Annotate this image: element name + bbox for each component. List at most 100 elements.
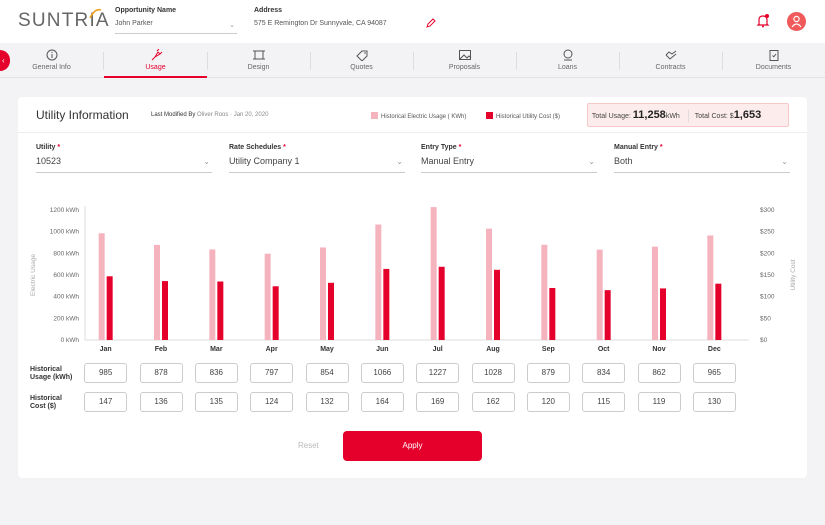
usage-input-mar[interactable]: 836 <box>194 363 238 383</box>
usage-input-sep[interactable]: 879 <box>526 363 570 383</box>
totals-divider <box>687 110 689 123</box>
tab-divider <box>103 52 104 70</box>
tab-contracts[interactable]: Contracts <box>619 46 722 78</box>
top-header: SUNTRIA Opportunity Name John Parker ⌄ A… <box>0 0 825 43</box>
cost-input-may[interactable]: 132 <box>305 392 349 412</box>
manual-entry-label: Manual Entry <box>614 144 658 151</box>
entry-type-select[interactable]: Entry Type * Manual Entry ⌄ <box>421 144 597 173</box>
logo-text: SUNTRIA <box>18 10 110 31</box>
y2-tick-label: $50 <box>760 315 771 322</box>
tab-design[interactable]: Design <box>207 46 310 78</box>
cost-input-jan[interactable]: 147 <box>84 392 128 412</box>
tab-label: Loans <box>557 64 578 71</box>
clipboard-icon <box>769 50 778 61</box>
required-marker: * <box>57 144 61 151</box>
opportunity-name-value: John Parker <box>115 20 153 27</box>
x-tick-label: Jun <box>376 346 388 353</box>
usage-bar <box>596 249 603 340</box>
apply-button[interactable]: Apply <box>343 431 482 461</box>
tab-usage[interactable]: Usage <box>104 46 207 78</box>
cost-bar <box>438 266 445 340</box>
y-tick-label: 0 kWh <box>61 337 80 344</box>
y2-tick-label: $250 <box>760 229 775 236</box>
usage-input-jan[interactable]: 985 <box>84 363 128 383</box>
cost-input-mar[interactable]: 135 <box>194 392 238 412</box>
section-nav: General Info Usage Design Quotes Proposa… <box>0 43 825 78</box>
usage-input-nov[interactable]: 862 <box>637 363 681 383</box>
bell-icon[interactable] <box>756 13 770 28</box>
usage-cost-chart: 0 kWh 200 kWh 400 kWh 600 kWh 800 kWh 1000 kW… <box>30 206 797 353</box>
cost-input-nov[interactable]: 119 <box>637 392 681 412</box>
cost-bar <box>162 281 168 340</box>
cost-bar <box>494 269 500 340</box>
cost-input-apr[interactable]: 124 <box>250 392 294 412</box>
usage-row-label: Historical Usage (kWh) <box>30 366 72 382</box>
usage-input-jun[interactable]: 1066 <box>360 363 404 383</box>
y-tick-label: 600 kWh <box>53 272 79 279</box>
tab-loans[interactable]: Loans <box>516 46 619 78</box>
usage-bar <box>98 233 105 340</box>
y-axis-title: Electric Usage <box>30 254 37 296</box>
x-tick-label: Feb <box>155 346 167 353</box>
tab-proposals[interactable]: Proposals <box>413 46 516 78</box>
usage-bar <box>430 207 437 340</box>
info-icon <box>46 49 57 61</box>
user-avatar[interactable] <box>787 12 806 31</box>
legend-swatch <box>371 112 378 119</box>
required-marker: * <box>659 144 663 151</box>
opportunity-name-select[interactable]: Opportunity Name John Parker ⌄ <box>115 7 237 34</box>
x-tick-label: Jul <box>433 346 443 353</box>
y2-tick-label: $0 <box>760 337 768 344</box>
usage-input-apr[interactable]: 797 <box>250 363 294 383</box>
cost-input-jul[interactable]: 169 <box>416 392 460 412</box>
x-tick-label: Dec <box>708 346 721 353</box>
y2-axis-title: Utility Cost <box>790 259 797 290</box>
rate-schedules-select[interactable]: Rate Schedules * Utility Company 1 ⌄ <box>229 144 405 173</box>
usage-input-aug[interactable]: 1028 <box>471 363 515 383</box>
utility-label: Utility <box>36 144 56 151</box>
usage-bar <box>541 244 548 340</box>
utility-value: 10523 <box>36 156 62 166</box>
usage-bar <box>209 249 216 340</box>
usage-input-feb[interactable]: 878 <box>139 363 183 383</box>
required-marker: * <box>283 144 286 151</box>
image-icon <box>458 50 471 60</box>
legend-swatch <box>486 112 493 119</box>
edit-pencil-icon[interactable] <box>426 18 436 28</box>
legend-usage-label: Historical Electric Usage ( KWh) <box>381 114 467 120</box>
cost-input-oct[interactable]: 115 <box>582 392 626 412</box>
usage-input-dec[interactable]: 965 <box>692 363 736 383</box>
last-modified-value: Oliver Roos · Jan 20, 2020 <box>197 112 269 118</box>
manual-entry-select[interactable]: Manual Entry * Both ⌄ <box>614 144 790 173</box>
reset-button[interactable]: Reset <box>298 441 319 450</box>
cost-bar <box>217 281 224 340</box>
usage-input-oct[interactable]: 834 <box>582 363 626 383</box>
design-icon <box>252 50 265 60</box>
cost-bar <box>272 286 279 340</box>
cost-input-sep[interactable]: 120 <box>526 392 570 412</box>
tab-label: Documents <box>755 64 792 71</box>
loan-icon <box>563 49 572 61</box>
rate-schedules-label: Rate Schedules <box>229 144 282 151</box>
cost-input-aug[interactable]: 162 <box>471 392 515 412</box>
tab-quotes[interactable]: Quotes <box>310 46 413 78</box>
cost-input-dec[interactable]: 130 <box>692 392 736 412</box>
chevron-down-icon: ⌄ <box>229 22 235 29</box>
cost-input-jun[interactable]: 164 <box>360 392 404 412</box>
tab-divider <box>207 52 208 70</box>
collapse-sidebar-button[interactable]: ‹ <box>0 50 10 71</box>
legend-cost: Historical Utility Cost ($) <box>486 112 560 120</box>
suntria-logo[interactable]: SUNTRIA <box>18 8 110 32</box>
utility-select[interactable]: Utility * 10523 ⌄ <box>36 144 212 173</box>
tab-general-info[interactable]: General Info <box>0 46 103 78</box>
rate-schedules-value: Utility Company 1 <box>229 156 300 166</box>
x-tick-label: Jan <box>100 346 112 353</box>
tab-documents[interactable]: Documents <box>722 46 825 78</box>
cost-input-feb[interactable]: 136 <box>139 392 183 412</box>
manual-entry-value: Both <box>614 156 633 166</box>
chevron-left-icon: ‹ <box>2 56 5 65</box>
usage-input-jul[interactable]: 1227 <box>416 363 460 383</box>
y2-tick-label: $300 <box>760 207 775 214</box>
usage-input-may[interactable]: 854 <box>305 363 349 383</box>
last-modified: Last Modified By Oliver Roos · Jan 20, 2… <box>151 112 268 118</box>
